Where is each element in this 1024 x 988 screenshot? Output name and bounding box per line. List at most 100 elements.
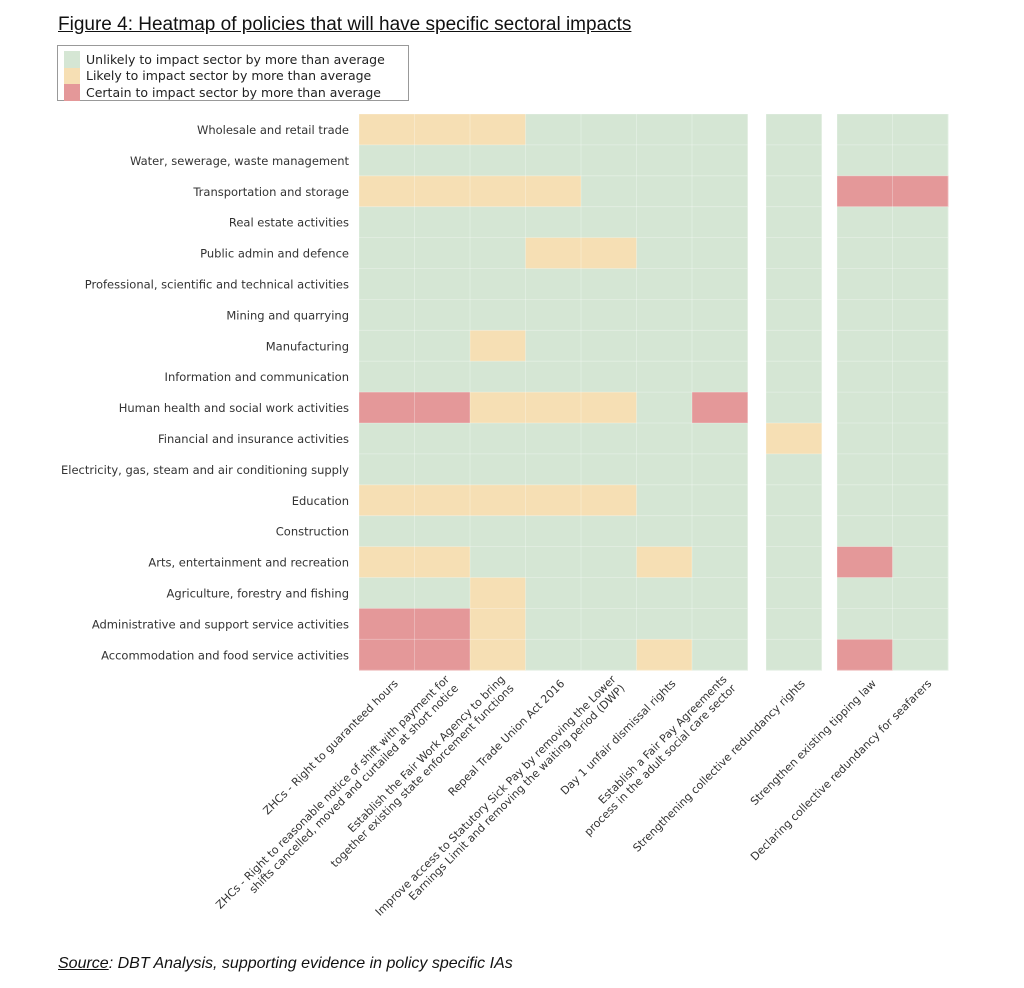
- heatmap-cell-transportation-and-storage-p3c1: [837, 175, 893, 208]
- sector-label-professional-scientific-and-technical-activities: Professional, scientific and technical a…: [85, 277, 349, 291]
- heatmap-cell-mining-and-quarrying-p1c7: [692, 299, 748, 331]
- heatmap-cell-electricity-gas-steam-and-air-conditioning-supply-p1c6: [636, 453, 693, 486]
- heatmap-cell-administrative-and-support-service-activities-p2c1: [766, 608, 822, 640]
- legend-item-unlikely: Unlikely to impact sector by more than a…: [64, 51, 402, 68]
- sector-label-manufacturing: Manufacturing: [266, 339, 349, 353]
- heatmap-cell-accommodation-and-food-service-activities-p1c7: [692, 639, 748, 671]
- heatmap-cell-water-sewerage-waste-management-p2c1: [766, 144, 822, 177]
- heatmap-cell-water-sewerage-waste-management-p1c6: [636, 144, 693, 177]
- heatmap-cell-transportation-and-storage-p1c6: [636, 175, 693, 208]
- heatmap-cell-manufacturing-p3c2: [892, 330, 949, 362]
- heatmap-cell-arts-entertainment-and-recreation-p1c5: [581, 546, 637, 578]
- heatmap-cell-accommodation-and-food-service-activities-p1c4: [525, 639, 582, 671]
- heatmap-cell-agriculture-forestry-and-fishing-p2c1: [766, 577, 822, 609]
- heatmap-cell-education-p1c2: [414, 484, 471, 517]
- heatmap-cell-information-and-communication-p3c2: [892, 361, 949, 393]
- sector-label-water-sewerage-waste-management: Water, sewerage, waste management: [130, 154, 350, 168]
- heatmap-cell-agriculture-forestry-and-fishing-p1c5: [581, 577, 637, 609]
- heatmap-cell-transportation-and-storage-p1c5: [581, 175, 637, 208]
- heatmap-cell-financial-and-insurance-activities-p1c4: [525, 423, 582, 455]
- heatmap-cell-electricity-gas-steam-and-air-conditioning-supply-p1c4: [525, 453, 582, 486]
- heatmap-cell-water-sewerage-waste-management-p1c5: [581, 144, 637, 177]
- heatmap-cell-real-estate-activities-p1c1: [359, 206, 415, 238]
- heatmap-cell-public-admin-and-defence-p1c1: [359, 237, 415, 269]
- heatmap-cell-public-admin-and-defence-p1c2: [414, 237, 471, 269]
- heatmap-cell-education-p3c1: [837, 484, 893, 517]
- heatmap-cell-professional-scientific-and-technical-activities-p1c4: [525, 268, 582, 300]
- heatmap-cell-accommodation-and-food-service-activities-p1c6: [636, 639, 693, 671]
- heatmap-cell-water-sewerage-waste-management-p1c2: [414, 144, 471, 177]
- heatmap-cell-construction-p1c3: [470, 515, 526, 547]
- heatmap-cell-accommodation-and-food-service-activities-p1c5: [581, 639, 637, 671]
- heatmap-cell-arts-entertainment-and-recreation-p3c1: [837, 546, 893, 578]
- legend-item-certain: Certain to impact sector by more than av…: [64, 84, 402, 101]
- heatmap-cell-human-health-and-social-work-activities-p1c2: [414, 392, 471, 424]
- heatmap-cell-wholesale-and-retail-trade-p1c4: [525, 114, 582, 146]
- heatmap-cell-agriculture-forestry-and-fishing-p1c6: [636, 577, 693, 609]
- heatmap-cell-agriculture-forestry-and-fishing-p1c2: [414, 577, 471, 609]
- heatmap-cell-financial-and-insurance-activities-p3c1: [837, 423, 893, 455]
- heatmap-cell-public-admin-and-defence-p1c4: [525, 237, 582, 269]
- heatmap-cell-human-health-and-social-work-activities-p1c7: [692, 392, 748, 424]
- heatmap-cell-human-health-and-social-work-activities-p1c3: [470, 392, 526, 424]
- sector-label-wholesale-and-retail-trade: Wholesale and retail trade: [197, 123, 349, 137]
- heatmap-cell-professional-scientific-and-technical-activities-p1c3: [470, 268, 526, 300]
- heatmap-cell-accommodation-and-food-service-activities-p1c1: [359, 639, 415, 671]
- heatmap-cell-professional-scientific-and-technical-activities-p1c1: [359, 268, 415, 300]
- heatmap-cell-education-p2c1: [766, 484, 822, 517]
- heatmap-cell-manufacturing-p1c3: [470, 330, 526, 362]
- heatmap-cell-public-admin-and-defence-p3c1: [837, 237, 893, 269]
- heatmap-cell-electricity-gas-steam-and-air-conditioning-supply-p1c3: [470, 453, 526, 486]
- sector-label-mining-and-quarrying: Mining and quarrying: [226, 308, 349, 322]
- heatmap-cell-electricity-gas-steam-and-air-conditioning-supply-p2c1: [766, 453, 822, 486]
- heatmap-cell-arts-entertainment-and-recreation-p1c2: [414, 546, 471, 578]
- heatmap-cell-accommodation-and-food-service-activities-p3c1: [837, 639, 893, 671]
- heatmap-cell-information-and-communication-p2c1: [766, 361, 822, 393]
- heatmap-cell-public-admin-and-defence-p1c3: [470, 237, 526, 269]
- heatmap-cell-construction-p2c1: [766, 515, 822, 547]
- heatmap-cell-human-health-and-social-work-activities-p1c4: [525, 392, 582, 424]
- heatmap-cell-financial-and-insurance-activities-p1c5: [581, 423, 637, 455]
- heatmap-cell-transportation-and-storage-p1c2: [414, 175, 471, 208]
- heatmap-cell-manufacturing-p3c1: [837, 330, 893, 362]
- heatmap-cell-professional-scientific-and-technical-activities-p1c7: [692, 268, 748, 300]
- heatmap-cell-information-and-communication-p3c1: [837, 361, 893, 393]
- heatmap-cell-real-estate-activities-p1c3: [470, 206, 526, 238]
- heatmap-cell-wholesale-and-retail-trade-p1c6: [636, 114, 693, 146]
- heatmap-cell-water-sewerage-waste-management-p1c3: [470, 144, 526, 177]
- legend-swatch-unlikely: [64, 51, 80, 68]
- sector-label-administrative-and-support-service-activities: Administrative and support service activ…: [92, 617, 349, 631]
- sector-label-real-estate-activities: Real estate activities: [229, 216, 349, 230]
- source-label: Source: [58, 955, 109, 972]
- heatmap-cell-real-estate-activities-p2c1: [766, 206, 822, 238]
- heatmap-cell-real-estate-activities-p3c2: [892, 206, 949, 238]
- heatmap-cell-information-and-communication-p1c5: [581, 361, 637, 393]
- sector-label-financial-and-insurance-activities: Financial and insurance activities: [158, 432, 349, 446]
- heatmap-cell-construction-p3c2: [892, 515, 949, 547]
- heatmap-cell-information-and-communication-p1c1: [359, 361, 415, 393]
- heatmap-cell-human-health-and-social-work-activities-p3c2: [892, 392, 949, 424]
- heatmap-cell-human-health-and-social-work-activities-p1c1: [359, 392, 415, 424]
- heatmap-cell-wholesale-and-retail-trade-p1c7: [692, 114, 748, 146]
- heatmap-cell-water-sewerage-waste-management-p3c2: [892, 144, 949, 177]
- heatmap-cell-manufacturing-p1c2: [414, 330, 471, 362]
- heatmap-cell-professional-scientific-and-technical-activities-p1c5: [581, 268, 637, 300]
- heatmap-cell-electricity-gas-steam-and-air-conditioning-supply-p1c2: [414, 453, 471, 486]
- heatmap-cell-human-health-and-social-work-activities-p1c5: [581, 392, 637, 424]
- heatmap-cell-mining-and-quarrying-p1c6: [636, 299, 693, 331]
- heatmap-cell-accommodation-and-food-service-activities-p1c2: [414, 639, 471, 671]
- heatmap-chart: Wholesale and retail trade Water, sewerag…: [61, 113, 949, 919]
- heatmap-cell-education-p1c5: [581, 484, 637, 517]
- heatmap-cell-professional-scientific-and-technical-activities-p3c1: [837, 268, 893, 300]
- heatmap-cell-administrative-and-support-service-activities-p1c2: [414, 608, 471, 640]
- heatmap-cell-public-admin-and-defence-p1c5: [581, 237, 637, 269]
- heatmap-cell-accommodation-and-food-service-activities-p2c1: [766, 639, 822, 671]
- heatmap-cell-education-p1c1: [359, 484, 415, 517]
- heatmap-cell-professional-scientific-and-technical-activities-p3c2: [892, 268, 949, 300]
- heatmap-cell-manufacturing-p2c1: [766, 330, 822, 362]
- heatmap-cell-public-admin-and-defence-p2c1: [766, 237, 822, 269]
- legend-label-certain: Certain to impact sector by more than av…: [86, 84, 381, 100]
- heatmap-cell-agriculture-forestry-and-fishing-p1c3: [470, 577, 526, 609]
- heatmap-cell-human-health-and-social-work-activities-p3c1: [837, 392, 893, 424]
- heatmap-cell-education-p1c6: [636, 484, 693, 517]
